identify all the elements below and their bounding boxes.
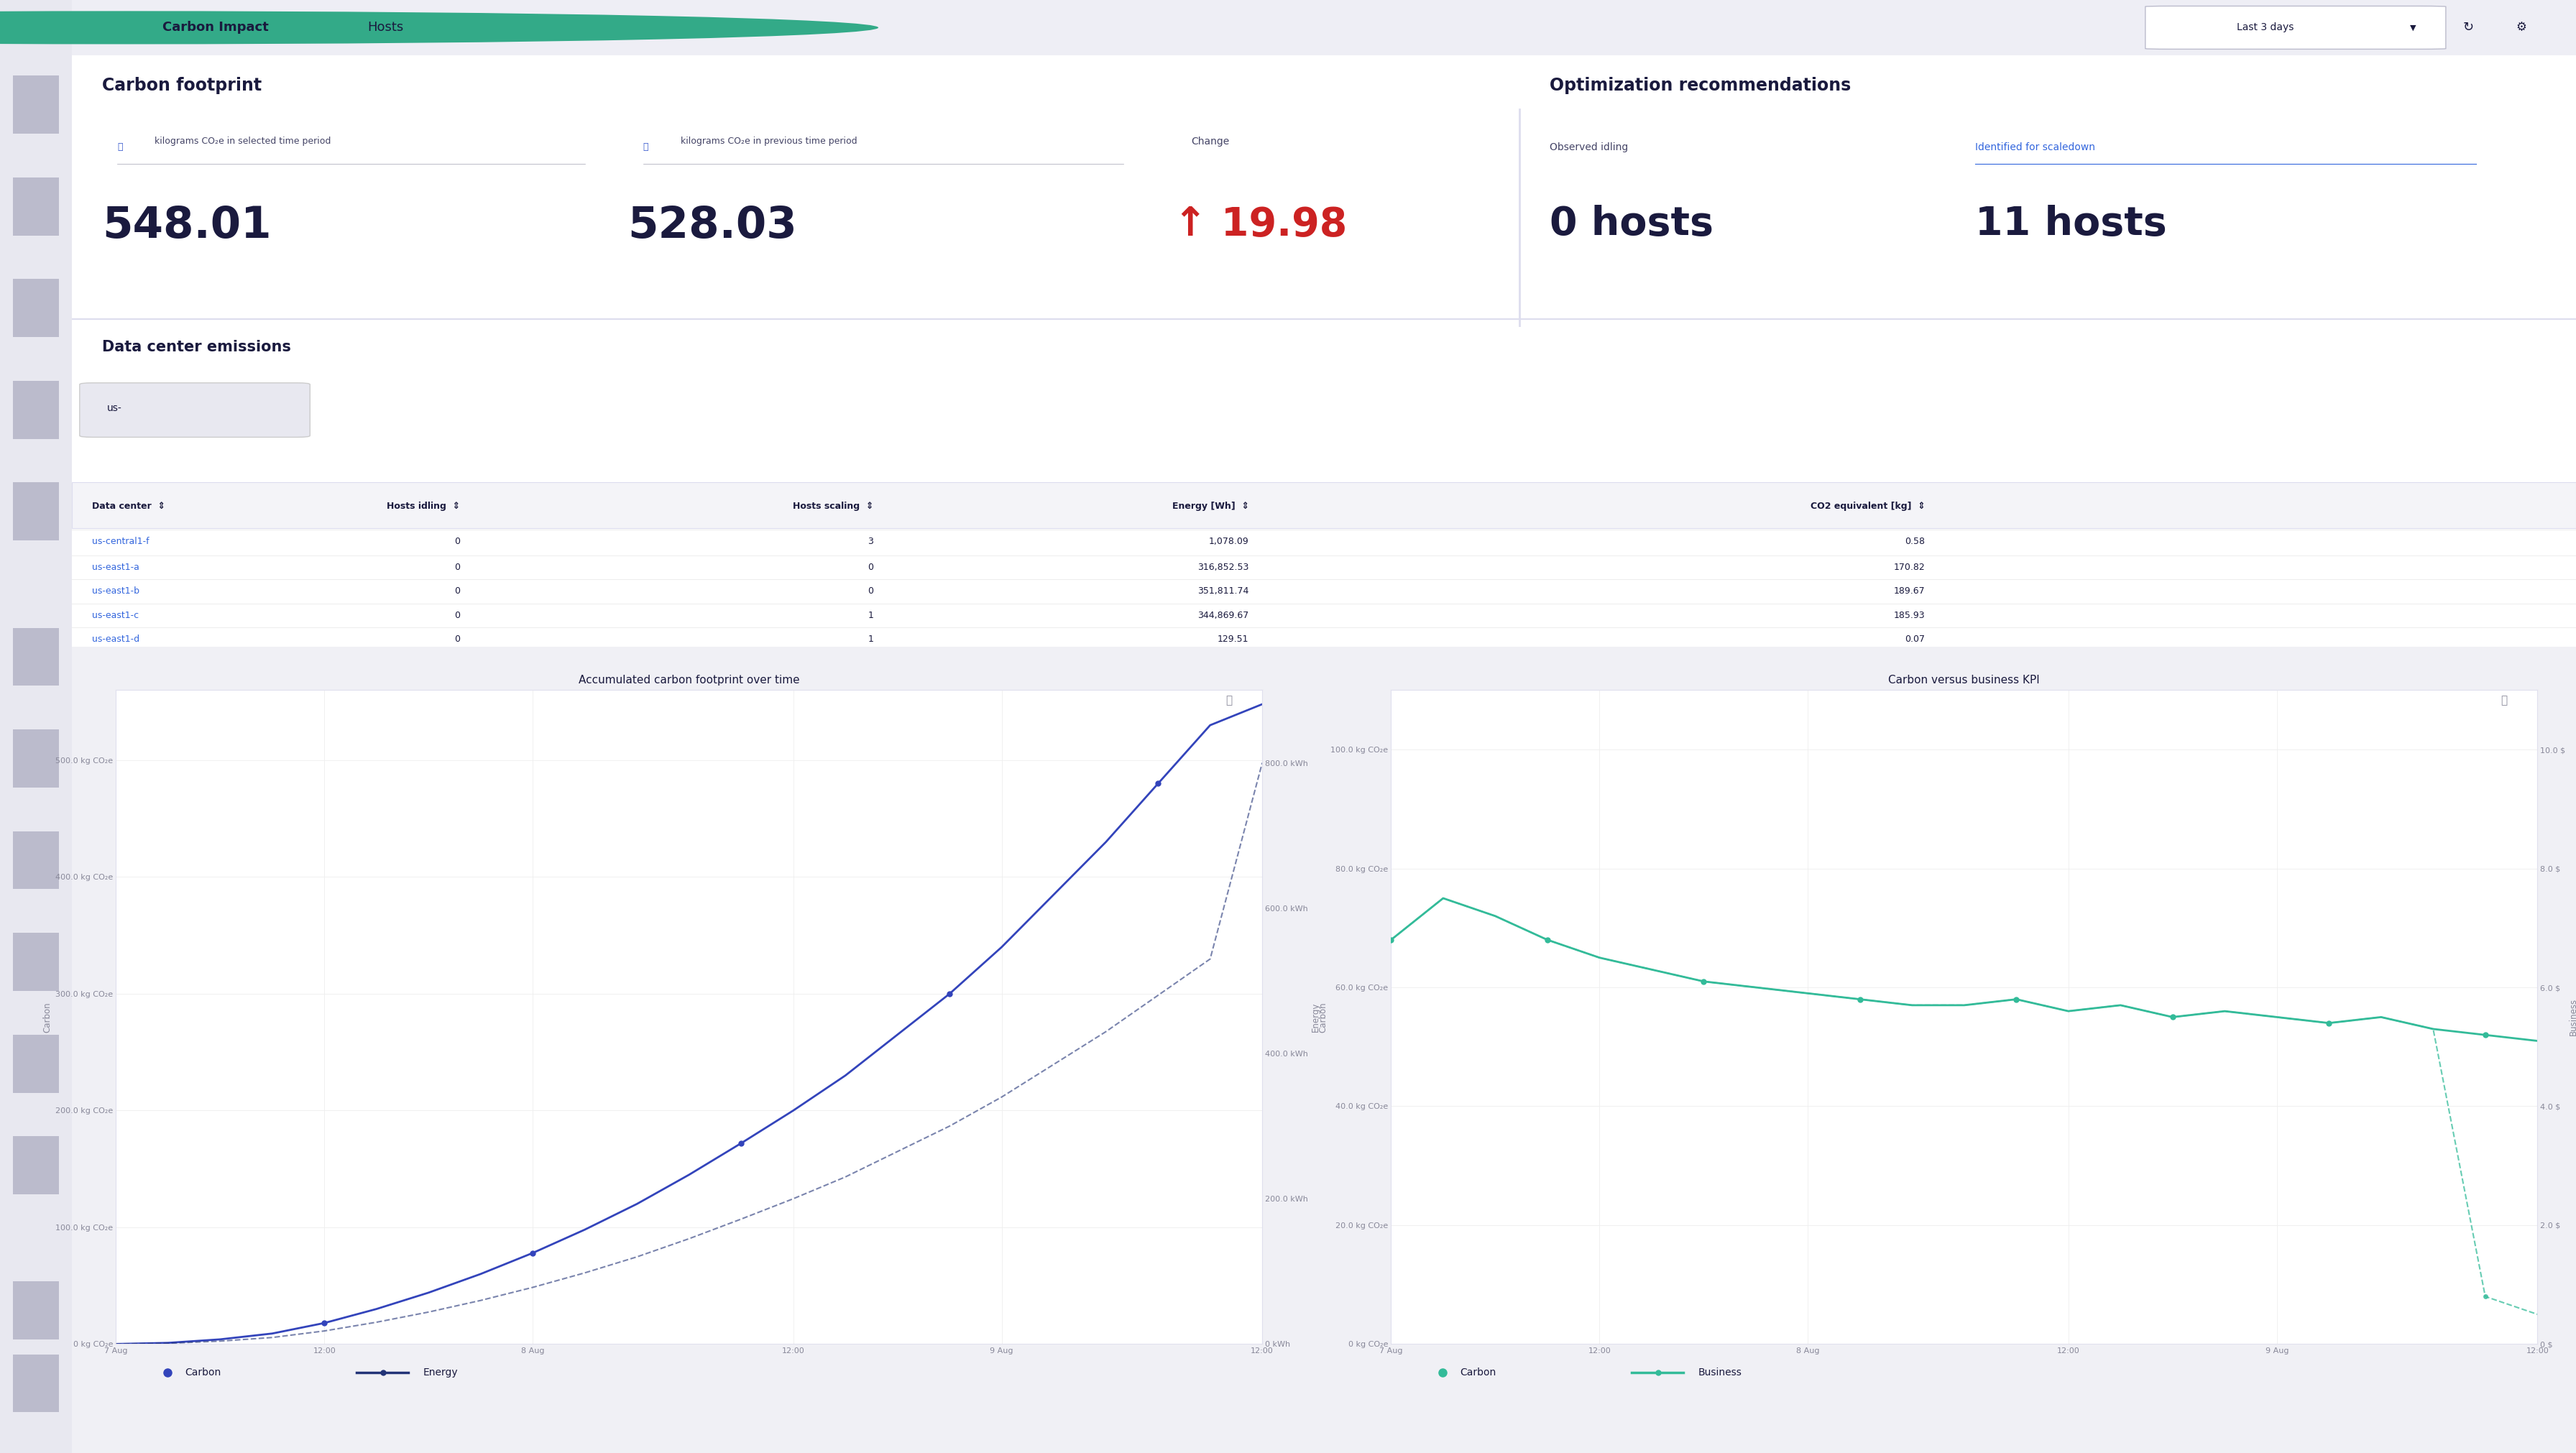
Text: 528.03: 528.03: [629, 205, 799, 247]
Text: 344,869.67: 344,869.67: [1198, 610, 1249, 620]
Text: kilograms CO₂e in previous time period: kilograms CO₂e in previous time period: [680, 137, 858, 147]
Bar: [13, 729, 59, 788]
Text: Hosts: Hosts: [368, 22, 404, 33]
Y-axis label: Carbon: Carbon: [44, 1001, 52, 1033]
Y-axis label: Carbon: Carbon: [1319, 1001, 1327, 1033]
Text: Data center  ⇕: Data center ⇕: [93, 501, 165, 510]
Text: Observed idling: Observed idling: [1548, 142, 1628, 153]
Text: 0: 0: [453, 587, 461, 596]
Text: ⤢: ⤢: [2501, 695, 2506, 706]
Text: Identified for scaledown: Identified for scaledown: [1976, 142, 2094, 153]
Text: ⓘ: ⓘ: [116, 142, 124, 151]
Text: 11 hosts: 11 hosts: [1976, 205, 2166, 244]
Text: us-: us-: [108, 404, 121, 414]
Text: ⓘ: ⓘ: [644, 142, 649, 151]
Text: 316,852.53: 316,852.53: [1198, 562, 1249, 572]
Text: us-east1-d: us-east1-d: [93, 635, 139, 644]
Text: us-east1-a: us-east1-a: [93, 562, 139, 572]
Text: Change: Change: [1190, 137, 1229, 147]
Text: 0: 0: [868, 562, 873, 572]
Text: Business: Business: [1698, 1367, 1741, 1377]
Title: Accumulated carbon footprint over time: Accumulated carbon footprint over time: [580, 674, 799, 686]
Text: us-east1-c: us-east1-c: [93, 610, 139, 620]
Bar: [13, 381, 59, 439]
Text: 1: 1: [868, 610, 873, 620]
Text: 0: 0: [453, 562, 461, 572]
Circle shape: [0, 12, 878, 44]
Bar: [13, 279, 59, 337]
Text: Last 3 days: Last 3 days: [2236, 23, 2295, 32]
Text: 548.01: 548.01: [103, 205, 270, 247]
Bar: [13, 1136, 59, 1194]
Text: us-central1-f: us-central1-f: [93, 538, 149, 546]
Text: Data center emissions: Data center emissions: [103, 340, 291, 355]
Text: ⚙: ⚙: [2517, 22, 2527, 33]
Text: Carbon Impact: Carbon Impact: [162, 22, 268, 33]
Bar: [13, 76, 59, 134]
Text: 3: 3: [868, 538, 873, 546]
Text: Carbon footprint: Carbon footprint: [103, 77, 263, 94]
FancyBboxPatch shape: [2146, 6, 2445, 49]
Text: 185.93: 185.93: [1893, 610, 1924, 620]
Text: 170.82: 170.82: [1893, 562, 1924, 572]
Text: 1: 1: [868, 635, 873, 644]
Text: Carbon: Carbon: [1461, 1367, 1497, 1377]
Bar: [13, 831, 59, 889]
Text: 0.07: 0.07: [1904, 635, 1924, 644]
Text: Energy: Energy: [422, 1367, 459, 1377]
Bar: [13, 1035, 59, 1093]
Text: 189.67: 189.67: [1893, 587, 1924, 596]
Text: Hosts idling  ⇕: Hosts idling ⇕: [386, 501, 461, 510]
Bar: [13, 177, 59, 235]
Text: 351,811.74: 351,811.74: [1198, 587, 1249, 596]
Text: 0: 0: [453, 538, 461, 546]
Y-axis label: Business: Business: [2568, 998, 2576, 1036]
FancyBboxPatch shape: [80, 384, 309, 437]
Text: 0 hosts: 0 hosts: [1548, 205, 1713, 244]
Title: Carbon versus business KPI: Carbon versus business KPI: [1888, 674, 2040, 686]
Bar: [13, 933, 59, 991]
Y-axis label: Energy: Energy: [1311, 1003, 1321, 1032]
Text: 0: 0: [453, 610, 461, 620]
Text: Hosts scaling  ⇕: Hosts scaling ⇕: [793, 501, 873, 510]
Text: 0.58: 0.58: [1904, 538, 1924, 546]
Text: us-east1-b: us-east1-b: [93, 587, 139, 596]
Text: 0: 0: [868, 587, 873, 596]
Text: ▼: ▼: [2411, 25, 2416, 31]
Text: CO2 equivalent [kg]  ⇕: CO2 equivalent [kg] ⇕: [1811, 501, 1924, 510]
Text: Energy [Wh]  ⇕: Energy [Wh] ⇕: [1172, 501, 1249, 510]
Text: 0: 0: [453, 635, 461, 644]
Text: Optimization recommendations: Optimization recommendations: [1548, 77, 1850, 94]
Text: Carbon: Carbon: [185, 1367, 222, 1377]
Bar: [13, 1354, 59, 1412]
Text: kilograms CO₂e in selected time period: kilograms CO₂e in selected time period: [155, 137, 332, 147]
Text: 1,078.09: 1,078.09: [1208, 538, 1249, 546]
Text: 129.51: 129.51: [1218, 635, 1249, 644]
Text: ⤢: ⤢: [1226, 695, 1231, 706]
Bar: [13, 628, 59, 686]
Bar: [13, 1282, 59, 1340]
Bar: [72, 482, 2576, 529]
Text: ↻: ↻: [2463, 22, 2473, 33]
Text: ↑ 19.98: ↑ 19.98: [1175, 205, 1347, 244]
Bar: [13, 482, 59, 541]
